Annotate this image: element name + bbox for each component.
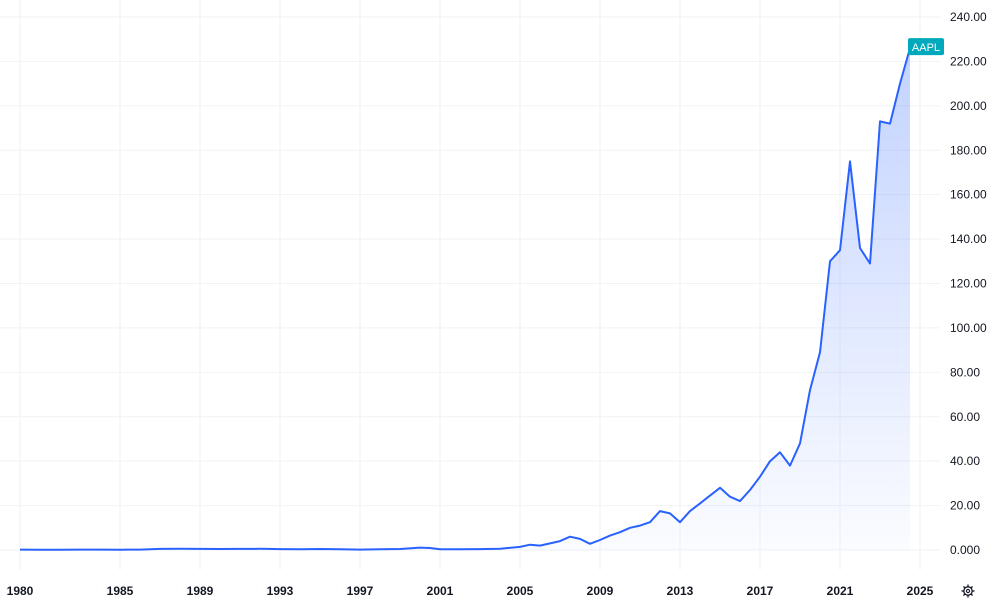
gear-icon[interactable]	[962, 585, 975, 598]
x-tick-label: 2009	[587, 584, 614, 598]
x-tick-label: 1985	[107, 584, 134, 598]
x-tick-label: 2025	[907, 584, 934, 598]
y-tick-label: 40.00	[950, 454, 980, 468]
last-price-badge: AAPL	[908, 38, 944, 55]
series-area-aapl	[20, 48, 910, 550]
y-tick-label: 200.00	[950, 99, 987, 113]
x-tick-label: 2005	[507, 584, 534, 598]
y-tick-label: 20.00	[950, 499, 980, 513]
x-tick-label: 2013	[667, 584, 694, 598]
y-tick-label: 240.00	[950, 10, 987, 24]
y-tick-label: 100.00	[950, 321, 987, 335]
area-layer	[20, 48, 910, 550]
x-axis: 1980 1985 1989 1993 1997 2001 2005 2009 2013 2017…	[7, 584, 934, 598]
y-tick-label: 160.00	[950, 188, 987, 202]
y-axis: 0.000 20.00 40.00 60.00 80.00 100.00 120.00 140…	[950, 10, 987, 557]
y-tick-label: 180.00	[950, 143, 987, 157]
y-tick-label: 140.00	[950, 232, 987, 246]
x-tick-label: 2021	[827, 584, 854, 598]
badge-label: AAPL	[912, 42, 940, 54]
y-tick-label: 0.000	[950, 543, 980, 557]
y-tick-label: 120.00	[950, 277, 987, 291]
y-tick-label: 80.00	[950, 365, 980, 379]
x-tick-label: 1997	[347, 584, 374, 598]
x-tick-label: 1989	[187, 584, 214, 598]
y-tick-label: 220.00	[950, 54, 987, 68]
x-tick-label: 1980	[7, 584, 34, 598]
x-tick-label: 2017	[747, 584, 774, 598]
x-tick-label: 2001	[427, 584, 454, 598]
y-tick-label: 60.00	[950, 410, 980, 424]
x-tick-label: 1993	[267, 584, 294, 598]
